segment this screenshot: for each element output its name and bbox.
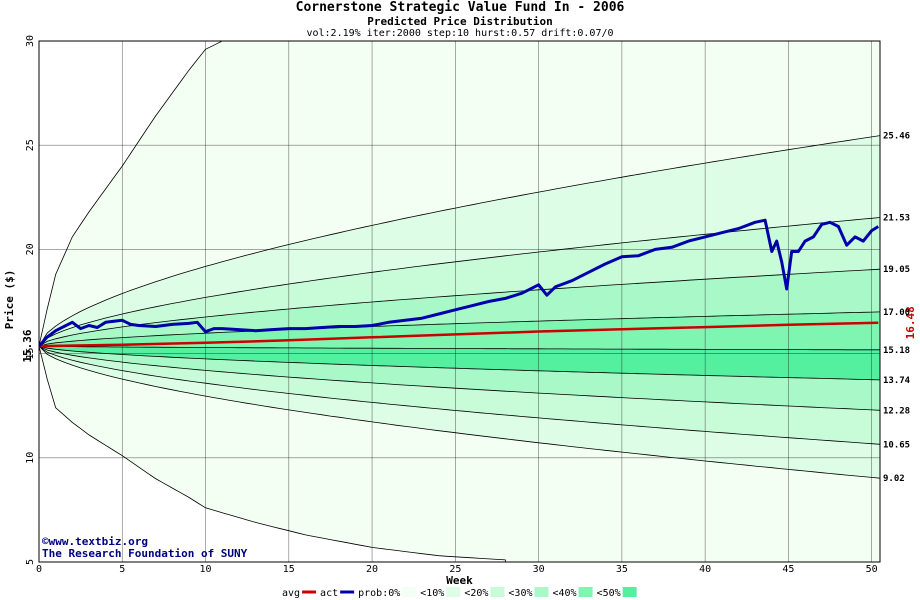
actual-end-price-label: 16.48 bbox=[904, 306, 917, 339]
legend-swatch-3 bbox=[446, 587, 461, 597]
watermark-org: The Research Foundation of SUNY bbox=[42, 547, 248, 560]
series-line-act bbox=[39, 218, 880, 348]
x-tick-label-10: 10 bbox=[200, 564, 212, 575]
probability-bands bbox=[39, 41, 880, 562]
y-tick-label-20: 20 bbox=[25, 243, 36, 255]
start-price-label: 15.36 bbox=[21, 329, 34, 362]
percentile-curve-3 bbox=[39, 311, 880, 347]
watermark-url: ©www.textbiz.org bbox=[42, 535, 148, 548]
plot-frame bbox=[38, 40, 881, 563]
percentile-curve-4 bbox=[39, 345, 880, 351]
x-tick-label-5: 5 bbox=[119, 564, 125, 575]
end-label-3: 17.00 bbox=[883, 308, 910, 318]
legend-label-0: avg bbox=[282, 588, 300, 599]
x-tick-label-50: 50 bbox=[866, 564, 878, 575]
chart-subtitle: Predicted Price Distribution bbox=[367, 15, 553, 28]
x-tick-label-45: 45 bbox=[782, 564, 794, 575]
y-tick-label-5: 5 bbox=[25, 559, 36, 565]
end-label-5: 13.74 bbox=[883, 376, 911, 386]
legend-label-6: <40% bbox=[553, 588, 577, 599]
x-tick-label-40: 40 bbox=[699, 564, 711, 575]
x-axis-title: Week bbox=[446, 574, 473, 587]
legend-label-4: <20% bbox=[464, 588, 488, 599]
x-tick-label-15: 15 bbox=[283, 564, 295, 575]
end-label-1: 21.53 bbox=[883, 214, 910, 224]
outer-lower-curve bbox=[39, 346, 507, 562]
x-tick-label-35: 35 bbox=[616, 564, 628, 575]
legend-label-1: act bbox=[320, 588, 338, 599]
x-tick-label-30: 30 bbox=[533, 564, 545, 575]
percentile-curve-2 bbox=[39, 268, 880, 347]
legend-label-5: <30% bbox=[508, 588, 532, 599]
percentile-curve-8 bbox=[39, 345, 880, 479]
legend-label-3: <10% bbox=[420, 588, 444, 599]
legend-swatch-2 bbox=[402, 587, 417, 597]
end-label-4: 15.18 bbox=[883, 346, 910, 356]
band-50 bbox=[39, 346, 880, 380]
y-tick-label-15: 15 bbox=[25, 348, 36, 360]
percentile-curve-6 bbox=[39, 345, 880, 411]
x-tick-label-0: 0 bbox=[36, 564, 42, 575]
legend: avg act prob:0% <10% <20% <30% <40% <50% bbox=[282, 587, 637, 599]
y-tick-label-10: 10 bbox=[25, 452, 36, 464]
legend-swatch-4 bbox=[490, 587, 505, 597]
x-tick-label-20: 20 bbox=[366, 564, 378, 575]
chart-title: Cornerstone Strategic Value Fund In - 20… bbox=[295, 0, 625, 15]
percentile-curve-0 bbox=[39, 135, 880, 347]
percentile-curve-7 bbox=[39, 345, 880, 445]
series-line-avg bbox=[39, 321, 879, 348]
percentile-curve-1 bbox=[39, 217, 880, 347]
legend-label-2: prob:0% bbox=[358, 588, 400, 599]
end-label-2: 19.05 bbox=[883, 265, 910, 275]
series-lines bbox=[39, 218, 880, 348]
end-value-labels: 25.46 21.53 19.05 17.00 15.18 13.74 12.28 10.65… bbox=[883, 132, 911, 485]
legend-label-7: <50% bbox=[597, 588, 621, 599]
end-label-8: 9.02 bbox=[883, 474, 905, 484]
axis-labels: 0 5 10 15 20 25 30 35 40 45 5051015202530WeekPrice… bbox=[3, 35, 917, 587]
end-label-0: 25.46 bbox=[883, 132, 910, 142]
percentile-curves bbox=[39, 41, 880, 562]
chart-parameters: vol:2.19% iter:2000 step:10 hurst:0.57 d… bbox=[306, 28, 614, 39]
legend-swatch-7 bbox=[622, 587, 637, 597]
x-tick-label-25: 25 bbox=[449, 564, 461, 575]
y-tick-label-25: 25 bbox=[25, 139, 36, 151]
legend-swatch-6 bbox=[578, 587, 593, 597]
legend-swatch-5 bbox=[534, 587, 549, 597]
end-label-7: 10.65 bbox=[883, 440, 910, 450]
end-label-6: 12.28 bbox=[883, 406, 910, 416]
y-tick-label-30: 30 bbox=[25, 35, 36, 47]
grid-lines bbox=[39, 41, 880, 562]
outer-upper-curve bbox=[39, 41, 223, 347]
y-axis-title: Price ($) bbox=[3, 270, 16, 330]
percentile-curve-5 bbox=[39, 345, 880, 381]
